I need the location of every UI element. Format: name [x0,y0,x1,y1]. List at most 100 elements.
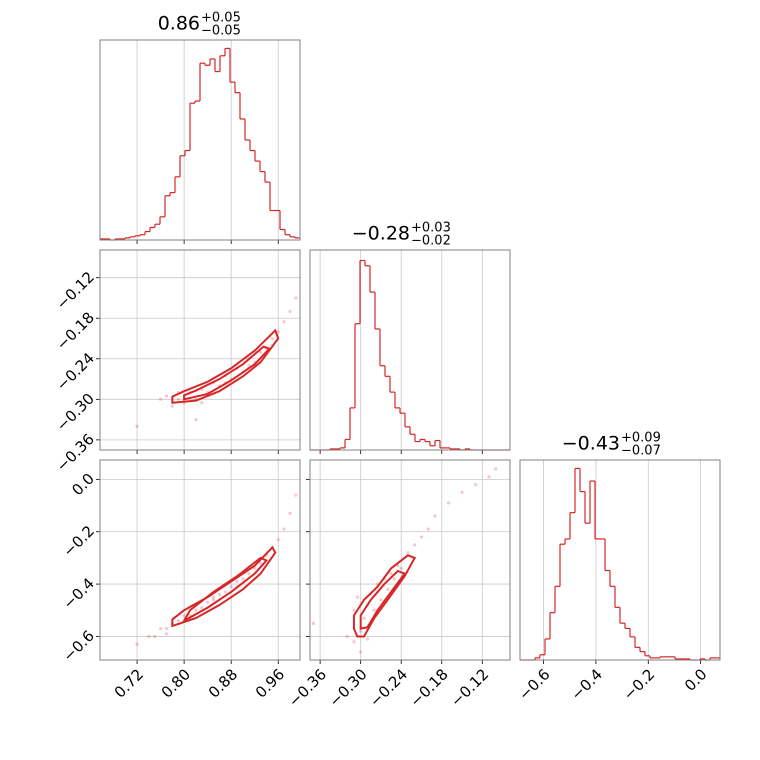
sample-point [247,572,251,576]
sample-point [194,608,198,612]
sample-point [223,590,227,594]
contour [352,554,417,638]
y-tick-label: −0.6 [60,627,98,665]
x-tick-label: −0.36 [285,665,330,710]
sample-point [413,543,417,547]
sample-point [276,537,280,542]
sample-point [365,637,370,641]
sample-point [288,309,292,314]
sample-point [311,621,315,625]
panel-frame [99,459,301,661]
sample-point [235,579,239,584]
title-minus: −0.02 [411,234,451,249]
title-value: 0.86 [158,13,200,35]
x-tick-label: 0.96 [252,665,288,701]
contour [171,328,280,404]
sample-point [406,551,410,555]
sample-point [282,527,286,531]
y-tick-label: −0.18 [53,309,98,354]
panel-frame [309,459,511,661]
sample-point [473,483,478,487]
title-minus: −0.05 [201,24,241,39]
sample-point [399,566,403,570]
sample-point [258,561,263,565]
sample-point [392,577,397,581]
title-value: −0.43 [562,433,620,455]
sample-point [182,613,186,618]
x-tick-label: −0.12 [447,665,492,710]
sample-point [200,606,204,610]
title-plus: +0.05 [201,11,241,26]
sample-point [211,595,216,599]
sample-point [352,640,356,644]
y-tick-label: 0.0 [68,470,98,500]
sample-point [164,626,169,631]
x-tick-label: 0.72 [111,665,147,701]
sample-point [158,397,163,401]
sample-point [372,608,376,612]
sample-point [426,527,430,531]
sample-point [200,401,204,405]
sample-point [294,493,298,497]
sample-point [211,598,216,602]
panel-frame [519,459,721,661]
sample-point [217,592,222,597]
sample-point [389,572,393,576]
title-plus: +0.03 [411,221,451,236]
x-tick-label: 0.88 [205,665,241,701]
sample-point [386,587,390,591]
y-tick-label: −0.24 [53,349,98,394]
sample-point [229,585,233,589]
y-tick-label: −0.30 [53,390,98,435]
sample-point [419,535,424,539]
sample-point [276,330,280,334]
sample-point [352,608,356,612]
contour [181,556,269,624]
sample-point [176,619,180,623]
y-tick-label: −0.2 [60,522,98,560]
contour [183,345,272,401]
y-tick-label: −0.4 [60,574,98,612]
x-tick-label: 0.80 [158,665,194,701]
sample-point [359,650,363,654]
sample-point [494,467,498,471]
sample-point [147,634,151,639]
y-tick-label: −0.12 [53,268,98,313]
sample-point [359,629,363,633]
sample-point [294,296,298,300]
sample-point [288,511,292,516]
sample-point [158,626,163,631]
sample-point [135,642,139,646]
title-plus: +0.09 [621,431,661,446]
x-tick-label: 0.0 [681,665,711,695]
panel-frame [99,249,301,451]
sample-point [433,514,437,518]
title-minus: −0.07 [621,444,661,459]
sample-point [362,616,366,620]
contour [359,569,407,630]
sample-point [379,598,383,602]
sample-point [460,490,464,495]
y-tick-label: −0.36 [53,430,98,475]
x-tick-label: −0.18 [407,665,452,710]
sample-point [241,577,245,581]
panel-frame [309,249,511,451]
sample-point [164,632,169,636]
sample-point [206,600,210,605]
x-tick-label: −0.30 [325,665,370,710]
sample-point [253,566,257,570]
contour [171,545,277,628]
sample-point [345,634,349,639]
panel-frame [99,39,301,241]
sample-point [164,394,169,398]
sample-point [135,424,139,428]
x-tick-label: −0.4 [567,665,605,703]
sample-point [355,595,359,599]
title-value: −0.28 [352,223,410,245]
x-tick-label: −0.2 [620,665,658,703]
x-tick-label: −0.6 [515,665,553,703]
sample-point [194,417,198,422]
sample-point [247,363,251,368]
sample-point [487,475,491,479]
